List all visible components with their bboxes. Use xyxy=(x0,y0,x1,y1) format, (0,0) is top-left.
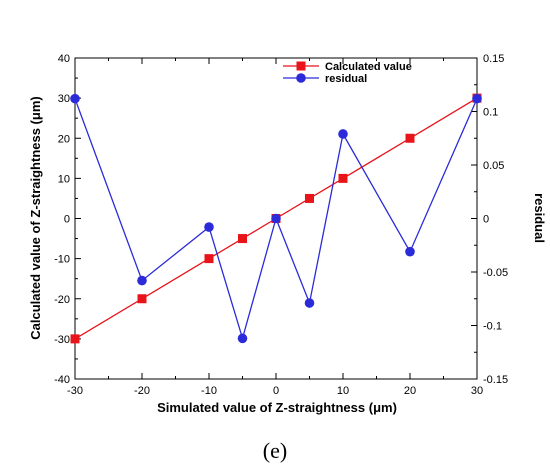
x-tick-label: -30 xyxy=(67,385,83,397)
data-point-residual xyxy=(70,93,80,104)
data-point-calculated xyxy=(204,254,214,264)
x-tick-label: 20 xyxy=(404,385,416,397)
figure-caption: (e) xyxy=(262,438,288,463)
data-point-residual xyxy=(338,129,348,139)
data-point-residual xyxy=(137,275,147,286)
data-point-calculated xyxy=(238,234,247,244)
data-point-residual xyxy=(271,213,281,224)
y2-tick-label: -0.1 xyxy=(483,321,502,333)
y2-tick-label: 0.05 xyxy=(483,160,504,172)
data-point-residual xyxy=(204,222,214,232)
y-axis-title: Calculated value of Z-straightness (μm) xyxy=(28,96,43,339)
x-tick-label: 0 xyxy=(273,385,279,397)
x-tick-label: -10 xyxy=(201,385,217,397)
y-tick-label: -20 xyxy=(54,294,70,306)
y-tick-label: 20 xyxy=(58,133,70,145)
data-point-residual xyxy=(237,333,248,344)
data-point-calculated xyxy=(405,133,415,143)
data-point-calculated xyxy=(70,334,80,344)
legend-marker-square xyxy=(296,61,306,71)
data-point-residual xyxy=(405,246,415,257)
y-tick-label: 0 xyxy=(64,214,70,226)
y-tick-label: 30 xyxy=(58,93,70,105)
y2-tick-label: -0.05 xyxy=(483,267,508,279)
y2-tick-label: 0 xyxy=(483,214,489,226)
data-point-calculated xyxy=(305,193,314,203)
legend-marker-circle xyxy=(296,73,306,83)
legend-label-0: Calculated value xyxy=(325,61,412,73)
data-point-calculated xyxy=(137,294,147,304)
data-point-residual xyxy=(472,93,482,104)
data-point-residual xyxy=(304,298,315,308)
x-tick-label: 30 xyxy=(471,385,483,397)
x-axis-title: Simulated value of Z-straightness (μm) xyxy=(157,400,397,415)
chart: -30 -20 -10 0 10 20 30-40-30-20-10010203040-0.… xyxy=(28,53,547,415)
y-tick-label: -10 xyxy=(54,254,70,266)
data-point-calculated xyxy=(338,173,348,183)
y2-tick-label: 0.1 xyxy=(483,107,498,119)
y2-tick-label: -0.15 xyxy=(483,374,508,386)
y-tick-label: -30 xyxy=(54,334,70,346)
x-tick-label: 10 xyxy=(337,385,349,397)
legend-label-1: residual xyxy=(325,73,367,85)
y-tick-label: -40 xyxy=(54,374,70,386)
y-tick-label: 10 xyxy=(58,173,70,185)
y-tick-label: 40 xyxy=(58,53,70,65)
y2-tick-label: 0.15 xyxy=(483,53,504,65)
y2-axis-title: residual xyxy=(532,193,547,243)
x-tick-label: -20 xyxy=(134,385,150,397)
